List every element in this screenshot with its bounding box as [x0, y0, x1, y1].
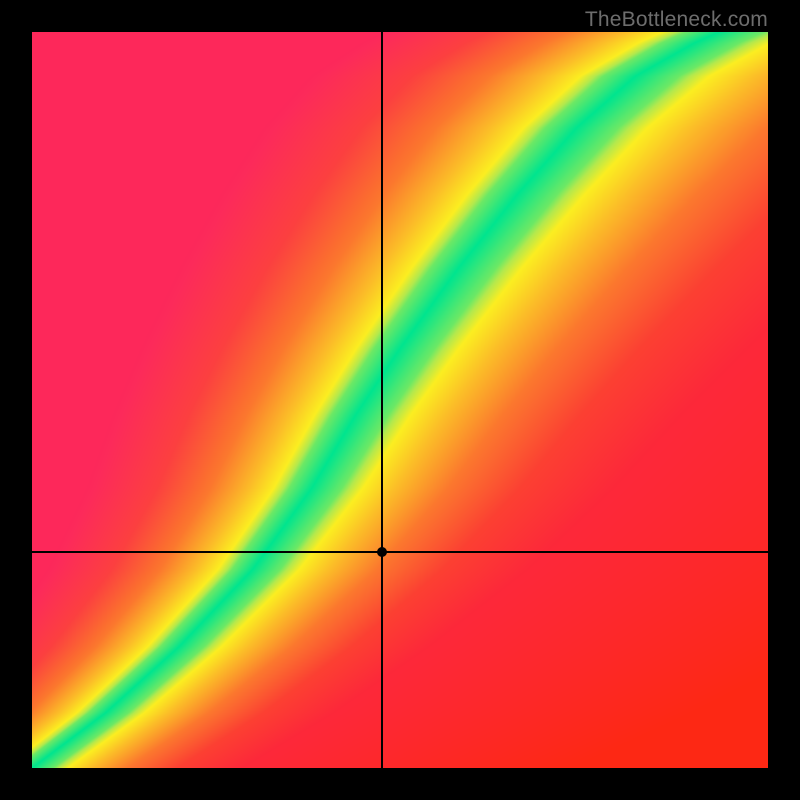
crosshair-vertical — [381, 32, 383, 768]
crosshair-horizontal — [32, 551, 768, 553]
crosshair-dot — [377, 547, 387, 557]
watermark-text: TheBottleneck.com — [585, 8, 768, 32]
heatmap-canvas — [32, 32, 768, 768]
plot-area — [32, 32, 768, 768]
